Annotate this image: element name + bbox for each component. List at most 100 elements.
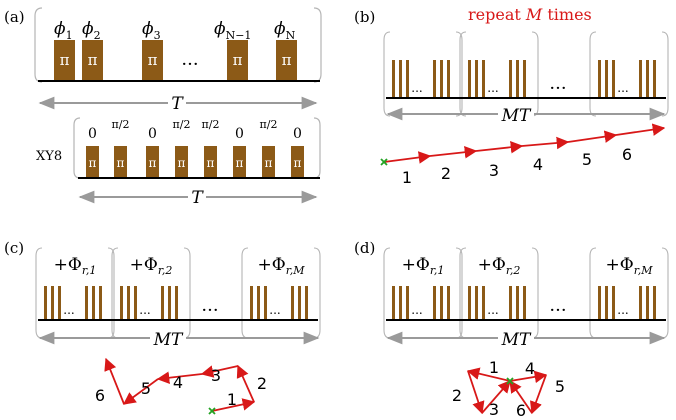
xy8-pi-label: π — [178, 156, 186, 170]
pulse-bar — [406, 60, 409, 98]
panel-b-label: (b) — [354, 8, 375, 26]
pulse-bar — [161, 286, 164, 320]
phase-label-3: ϕ3 — [142, 19, 161, 42]
panel-c-label: (c) — [4, 239, 24, 257]
step-number: 1 — [227, 390, 237, 409]
xy8-phase-label: π/2 — [173, 118, 191, 131]
trajectory-b: 1 2 3 4 5 6 — [380, 123, 666, 187]
phase-offset-label: +Φr,1 — [54, 255, 97, 277]
xy8-phase-label: π/2 — [112, 118, 130, 131]
pulse-dots: ... — [269, 303, 280, 317]
phase-offset-label: +Φr,M — [606, 255, 654, 277]
pulse-bar — [250, 286, 253, 320]
pulse-dots: ... — [617, 81, 628, 95]
pulse-dots: ... — [487, 303, 498, 317]
trajectory-step-arrow — [236, 364, 255, 403]
pulse-bar — [92, 286, 95, 320]
panel-a-label: (a) — [4, 8, 25, 26]
trajectory-d: 1 2 3 4 5 6 — [452, 358, 565, 420]
pi-pulse — [276, 40, 297, 80]
trajectory-step-arrow — [122, 378, 159, 405]
panel-c: (c) ... +Φr,1... +Φr,2... +Φr,M ··· MT 1 2 3 4 5… — [4, 239, 321, 415]
pulse-bar — [168, 286, 171, 320]
step-number: 4 — [533, 155, 543, 174]
step-number: 1 — [489, 358, 499, 377]
trajectory-step-arrow — [383, 151, 432, 164]
xy8-pulses: π 0 π π/2 π 0 π π/2 π π/2 π 0 π π/2 π 0 — [86, 118, 304, 178]
period-label-mt: MT — [501, 330, 532, 350]
pulse-bar — [120, 286, 123, 320]
trajectory-step-arrow — [466, 367, 511, 382]
trajectory-step-arrow — [481, 380, 511, 414]
block-bracket — [459, 31, 539, 117]
pulse-bar — [44, 286, 47, 320]
repeat-sequence: ...... ... ··· — [383, 31, 669, 117]
panel-a: (a) ϕ1 ϕ2 ϕ3 ϕN−1 ϕN π π π π π — [4, 7, 322, 208]
phase-label-n-minus-1: ϕN−1 — [214, 19, 251, 42]
pi-label: π — [88, 51, 98, 69]
step-number: 1 — [402, 168, 412, 187]
pulse-bar — [175, 286, 178, 320]
step-number: 5 — [582, 150, 592, 169]
pulse-bar — [433, 60, 436, 98]
period-label-mt: MT — [153, 330, 184, 350]
trajectory-step-arrow — [104, 357, 125, 405]
pulse-bar — [392, 60, 395, 98]
repeat-caption: repeat M times — [468, 5, 592, 24]
pulse-bar — [653, 60, 656, 98]
pulse-bar — [516, 286, 519, 320]
phase-label-n: ϕN — [274, 19, 296, 42]
xy8-pi-pulse — [204, 146, 217, 178]
step-number: 2 — [441, 164, 451, 183]
pulse-bar — [646, 286, 649, 320]
phase-offset-label: +Φr,2 — [130, 255, 173, 277]
pulse-bar — [605, 286, 608, 320]
pi-label: π — [282, 51, 292, 69]
step-number: 6 — [516, 401, 526, 420]
sequence-ellipsis: ··· — [549, 300, 566, 321]
xy8-pi-pulse — [262, 146, 275, 178]
xy8-pi-label: π — [265, 156, 273, 170]
pulse-bar — [612, 60, 615, 98]
trajectory-step-arrow — [156, 371, 203, 384]
pulse-bar — [612, 286, 615, 320]
trajectory-step-arrow — [429, 145, 478, 159]
random-phase-sequence: ... +Φr,1... +Φr,2... +Φr,M ··· — [383, 247, 669, 339]
pulse-bar — [605, 60, 608, 98]
pulse-bar — [433, 286, 436, 320]
pulse-dots: ... — [139, 303, 150, 317]
xy8-pi-label: π — [236, 156, 244, 170]
pulse-bar — [509, 60, 512, 98]
trajectory-c: 1 2 3 4 5 6 — [95, 357, 267, 415]
start-marker — [380, 158, 388, 166]
step-number: 3 — [489, 161, 499, 180]
pulse-bar — [447, 286, 450, 320]
pulse-dots: ... — [617, 303, 628, 317]
pulse-bar — [653, 286, 656, 320]
random-phase-sequence: ... +Φr,1... +Φr,2... +Φr,M ··· — [35, 247, 321, 339]
pulse-bar — [475, 60, 478, 98]
pulse-bar — [468, 60, 471, 98]
trajectory-step-arrow — [521, 136, 570, 150]
pulse-bar — [406, 286, 409, 320]
pulse-bar — [134, 286, 137, 320]
xy8-pi-label: π — [207, 156, 215, 170]
pulse-bar — [482, 286, 485, 320]
start-marker — [208, 407, 216, 415]
pulse-dots: ... — [411, 81, 422, 95]
xy8-pi-pulse — [86, 146, 99, 178]
pulse-bar — [99, 286, 102, 320]
xy8-phase-label: 0 — [235, 126, 244, 142]
pulse-bar — [447, 60, 450, 98]
pulse-bar — [468, 286, 471, 320]
step-number: 3 — [211, 366, 221, 385]
step-number: 6 — [95, 386, 105, 405]
xy8-pi-pulse — [291, 146, 304, 178]
step-number: 4 — [173, 373, 183, 392]
trajectory-step-arrow — [475, 140, 524, 154]
phase-label-2: ϕ2 — [82, 19, 101, 42]
xy8-pi-label: π — [149, 156, 157, 170]
pulse-bar — [646, 60, 649, 98]
period-label: T — [171, 94, 184, 114]
